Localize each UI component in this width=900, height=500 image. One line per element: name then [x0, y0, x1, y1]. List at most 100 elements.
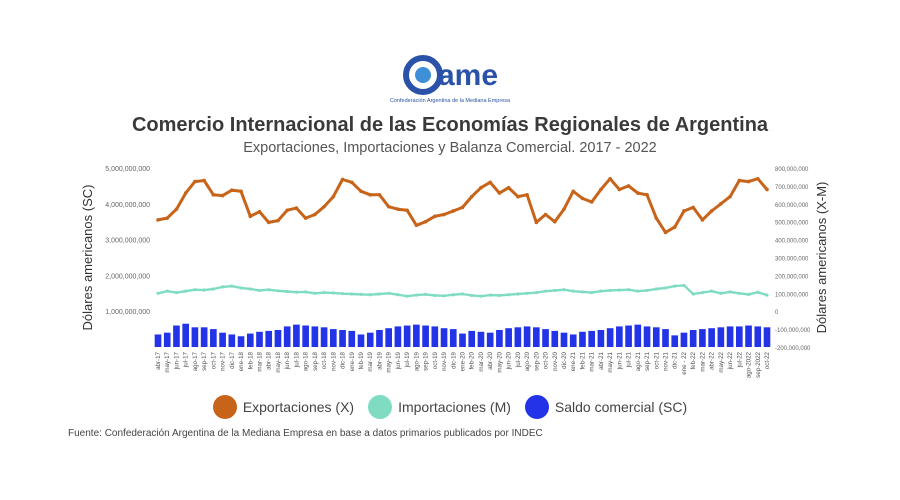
y2-tick-label: -100,000,000	[775, 328, 811, 334]
exportaciones-point	[414, 223, 419, 228]
x-tick-label: ago-2022	[746, 351, 753, 378]
exportaciones-point	[672, 225, 677, 229]
importaciones-point	[257, 288, 262, 293]
importaciones-point	[553, 288, 557, 293]
saldo-bar	[366, 332, 374, 347]
exportaciones-point	[497, 191, 502, 195]
importaciones-point	[433, 293, 437, 298]
exportaciones-point	[349, 180, 354, 185]
saldo-bar	[237, 336, 245, 347]
legend: Exportaciones (X) Importaciones (M) Sald…	[0, 395, 900, 419]
exportaciones-point	[442, 212, 446, 217]
x-tick-label: ene-18	[238, 351, 245, 371]
logo-text: ame	[438, 59, 498, 92]
saldo-bar	[311, 326, 319, 347]
importaciones-point	[710, 289, 714, 293]
saldo-bar	[385, 328, 393, 347]
x-tick-label: mar-18	[257, 351, 264, 371]
saldo-bar	[468, 330, 476, 347]
saldo-bar	[422, 325, 429, 347]
exportaciones-point	[589, 200, 594, 204]
exportaciones-point	[488, 180, 492, 185]
exportaciones-point	[174, 207, 179, 211]
saldo-bar	[210, 329, 217, 347]
y2-tick-label: 200,000,000	[775, 274, 809, 280]
saldo-bar	[477, 331, 485, 347]
legend-item-saldo[interactable]: Saldo comercial (SC)	[524, 395, 687, 419]
saldo-bar	[505, 328, 512, 347]
chart-subtitle: Exportaciones, Importaciones y Balanza C…	[243, 140, 657, 156]
exportaciones-point	[746, 179, 751, 184]
saldo-bar	[699, 329, 706, 347]
importaciones-point	[516, 292, 520, 296]
importaciones-point	[746, 292, 751, 296]
x-tick-label: abr-21	[598, 351, 605, 369]
saldo-bar	[394, 326, 402, 347]
importaciones-point	[220, 285, 225, 289]
x-tick-label: ago-18	[303, 351, 310, 371]
x-tick-label: may-19	[386, 351, 393, 372]
legend-item-importaciones[interactable]: Importaciones (M)	[368, 395, 511, 419]
x-tick-label: nov-17	[220, 351, 227, 370]
saldo-bar	[597, 329, 605, 347]
exportaciones-point	[368, 193, 373, 197]
saldo-bar	[283, 326, 291, 347]
exportaciones-point	[765, 187, 769, 192]
importaciones-point	[691, 292, 695, 296]
exportaciones-point	[737, 178, 742, 183]
saldo-bar	[717, 327, 725, 347]
x-tick-label: ene-20	[460, 351, 467, 371]
x-tick-label: mar-22	[699, 351, 706, 371]
saldo-bar	[551, 330, 559, 347]
exportaciones-point	[562, 207, 566, 211]
exportaciones-point	[248, 214, 253, 219]
importaciones-point	[359, 292, 363, 296]
importaciones-point	[285, 289, 289, 294]
exportaciones-point	[239, 189, 243, 194]
exportaciones-point	[386, 204, 391, 209]
importaciones-point	[617, 288, 621, 292]
importaciones-point	[165, 289, 169, 293]
saldo-bar	[431, 326, 439, 347]
saldo-bar	[606, 328, 614, 347]
legend-item-exportaciones[interactable]: Exportaciones (X)	[212, 395, 354, 419]
importaciones-point	[645, 288, 649, 293]
exportaciones-point	[654, 216, 659, 220]
saldo-bar	[579, 331, 586, 347]
importaciones-point	[682, 283, 686, 288]
exportaciones-point	[700, 218, 705, 222]
y2-axis-label: Dólares americanos (X-M)	[814, 182, 829, 334]
exportaciones-point	[276, 218, 280, 223]
saldo-bar	[662, 329, 669, 347]
importaciones-point	[322, 290, 326, 295]
importaciones-point	[387, 291, 391, 295]
exportaciones-point	[571, 189, 576, 194]
exportaciones-point	[534, 220, 539, 225]
x-tick-label: oct-22	[764, 351, 771, 369]
saldo-bar	[154, 334, 162, 347]
importaciones-point	[267, 288, 271, 292]
x-tick-label: mar-20	[478, 351, 485, 371]
exportaciones-point	[331, 194, 336, 199]
importaciones-point	[230, 284, 234, 288]
x-tick-label: may-22	[718, 351, 725, 372]
importaciones-point	[636, 289, 640, 293]
y-axis-label: Dólares americanos (SC)	[80, 185, 95, 331]
exportaciones-point	[193, 179, 197, 184]
x-tick-label: nov-21	[663, 351, 670, 370]
importaciones-point	[451, 293, 455, 297]
importaciones-point	[414, 293, 418, 297]
saldo-bar	[735, 326, 743, 347]
importaciones-point	[756, 290, 760, 294]
saldo-bar	[228, 334, 236, 347]
x-tick-label: mar-19	[367, 351, 374, 371]
saldo-bar	[689, 329, 697, 347]
x-tick-label: abr-22	[709, 351, 716, 369]
importaciones-point	[248, 287, 252, 291]
exportaciones-point	[691, 205, 695, 210]
saldo-bar	[265, 330, 273, 347]
x-tick-label: jul-19	[404, 351, 411, 368]
importaciones-point	[728, 290, 732, 294]
saldo-bar	[763, 327, 771, 347]
x-tick-label: jun-22	[727, 351, 734, 370]
